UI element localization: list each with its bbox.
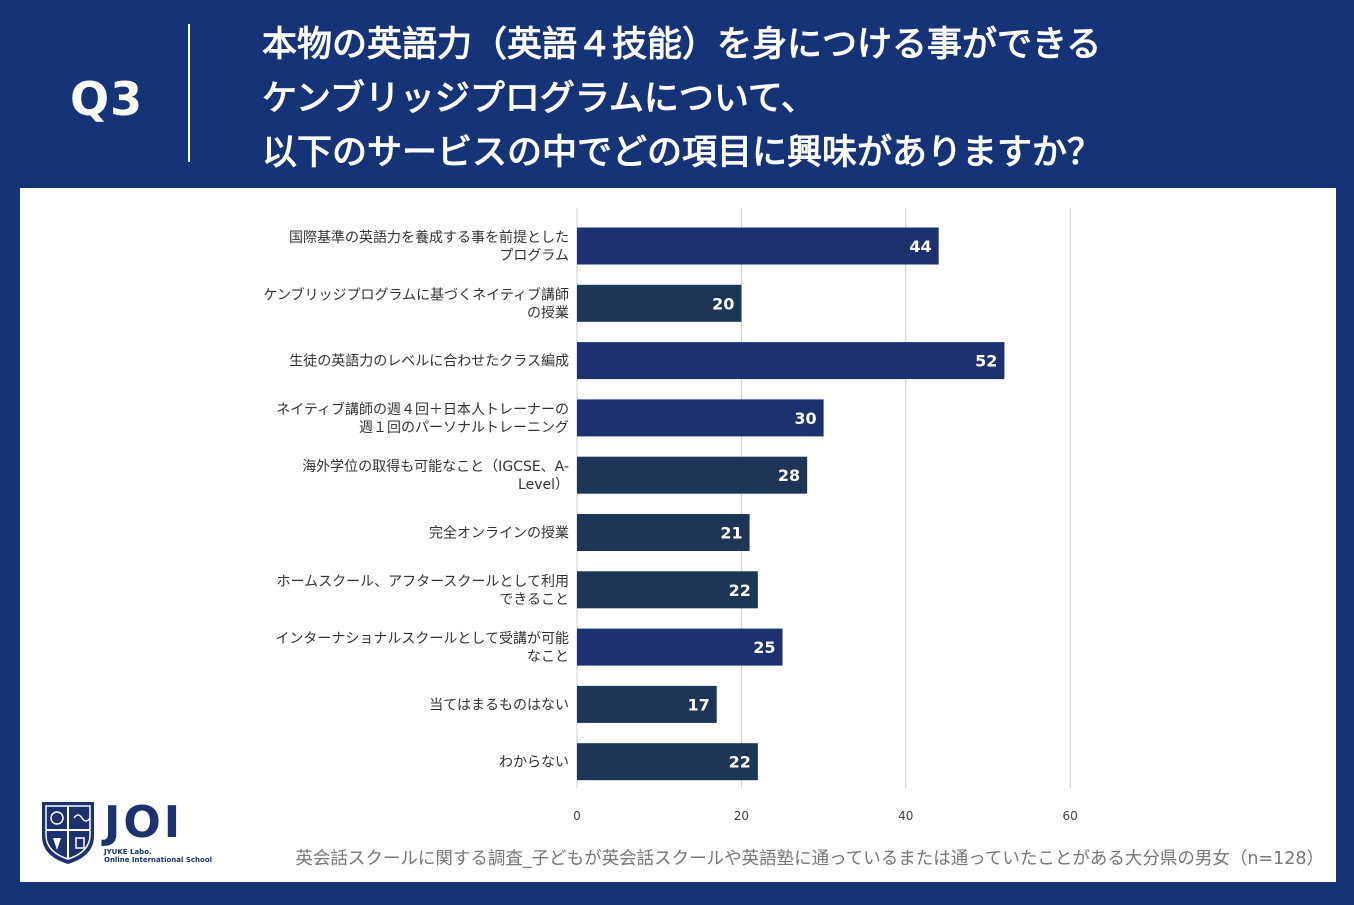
joi-logo: JOI JYUKE Labo. Online International Sch… bbox=[38, 796, 218, 868]
bar-value-label: 22 bbox=[729, 753, 751, 772]
category-label: わからない bbox=[499, 755, 569, 771]
bar bbox=[577, 399, 824, 437]
category-label-line: 週１回のパーソナルトレーニング bbox=[359, 420, 569, 436]
question-number: Q3 bbox=[70, 72, 144, 126]
category-label-line: プログラム bbox=[499, 248, 569, 264]
category-label: 国際基準の英語力を養成する事を前提としたプログラム bbox=[289, 229, 569, 264]
category-label: 完全オンラインの授業 bbox=[429, 525, 569, 542]
category-label: 生徒の英語力のレベルに合わせたクラス編成 bbox=[289, 353, 569, 370]
bar-value-label: 25 bbox=[753, 638, 775, 657]
question-text: 本物の英語力（英語４技能）を身につける事ができる ケンブリッジプログラムについて… bbox=[262, 18, 1322, 180]
header-divider bbox=[188, 24, 190, 162]
bar bbox=[577, 227, 939, 265]
x-tick-label: 20 bbox=[734, 809, 749, 823]
bar-value-label: 30 bbox=[794, 409, 816, 428]
bar-value-label: 17 bbox=[687, 695, 709, 714]
bar-chart: 0 20 40 60 44 国際基準の英語力を養成する事を前提としたプログラム 20 ケンブリ… bbox=[263, 208, 1078, 823]
question-line: ケンブリッジプログラムについて、 bbox=[262, 79, 817, 119]
x-tick-label: 60 bbox=[1063, 809, 1078, 823]
category-label: 当てはまるものはない bbox=[429, 697, 569, 713]
bar-value-label: 22 bbox=[729, 581, 751, 600]
bar-value-label: 21 bbox=[720, 524, 742, 543]
category-label-line: Level） bbox=[518, 477, 569, 493]
category-label-line: 海外学位の取得も可能なこと（IGCSE、A- bbox=[302, 458, 569, 475]
bar-value-label: 20 bbox=[712, 294, 734, 313]
category-label-line: 完全オンラインの授業 bbox=[429, 525, 569, 542]
bar-value-label: 52 bbox=[975, 352, 997, 371]
x-tick-label: 40 bbox=[898, 809, 913, 823]
bar bbox=[577, 685, 717, 723]
question-line: 以下のサービスの中でどの項目に興味がありますか？ bbox=[262, 133, 1103, 173]
question-line: 本物の英語力（英語４技能）を身につける事ができる bbox=[262, 25, 1102, 65]
category-label-line: の授業 bbox=[527, 305, 569, 321]
category-label: 海外学位の取得も可能なこと（IGCSE、A- Level） bbox=[302, 458, 569, 493]
category-label-line: なこと bbox=[527, 649, 569, 665]
logo-wordmark: JOI bbox=[104, 797, 184, 848]
header: Q3 本物の英語力（英語４技能）を身につける事ができる ケンブリッジプログラムに… bbox=[0, 0, 1354, 188]
logo-subtitle: Online International School bbox=[104, 856, 213, 864]
category-label: インターナショナルスクールとして受講が可能なこと bbox=[275, 631, 569, 665]
category-label-line: 生徒の英語力のレベルに合わせたクラス編成 bbox=[289, 353, 569, 370]
category-label-line: 当てはまるものはない bbox=[429, 697, 569, 713]
x-tick-label: 0 bbox=[573, 809, 581, 823]
category-label-line: できること bbox=[499, 592, 569, 608]
bar bbox=[577, 514, 750, 551]
survey-note: 英会話スクールに関する調査_子どもが英会話スクールや英語塾に通っているまたは通っ… bbox=[295, 849, 1324, 869]
category-label-line: インターナショナルスクールとして受講が可能 bbox=[275, 631, 569, 647]
bar bbox=[577, 342, 1005, 380]
logo-subtitle: JYUKE Labo. bbox=[104, 848, 152, 856]
chart-panel: 0 20 40 60 44 国際基準の英語力を養成する事を前提としたプログラム 20 ケンブリ… bbox=[20, 188, 1336, 882]
category-label-line: ケンブリッジプログラムに基づくネイティブ講師 bbox=[263, 286, 569, 303]
school-crest-icon bbox=[42, 802, 94, 864]
category-label-line: 国際基準の英語力を養成する事を前提とした bbox=[289, 229, 569, 246]
category-label: ホームスクール、アフタースクールとして利用できること bbox=[277, 574, 569, 608]
category-label-line: ネイティブ講師の週４回＋日本人トレーナーの bbox=[276, 401, 569, 418]
category-label: ケンブリッジプログラムに基づくネイティブ講師の授業 bbox=[263, 286, 569, 321]
category-label-line: ホームスクール、アフタースクールとして利用 bbox=[277, 574, 569, 590]
bar bbox=[577, 571, 758, 609]
bar-value-label: 44 bbox=[909, 237, 931, 256]
bar bbox=[577, 743, 758, 781]
bar bbox=[577, 456, 808, 494]
bar bbox=[577, 284, 742, 322]
bar-value-label: 28 bbox=[778, 466, 800, 485]
category-label: ネイティブ講師の週４回＋日本人トレーナーの週１回のパーソナルトレーニング bbox=[276, 401, 569, 436]
bar bbox=[577, 628, 783, 666]
category-label-line: わからない bbox=[499, 755, 569, 771]
